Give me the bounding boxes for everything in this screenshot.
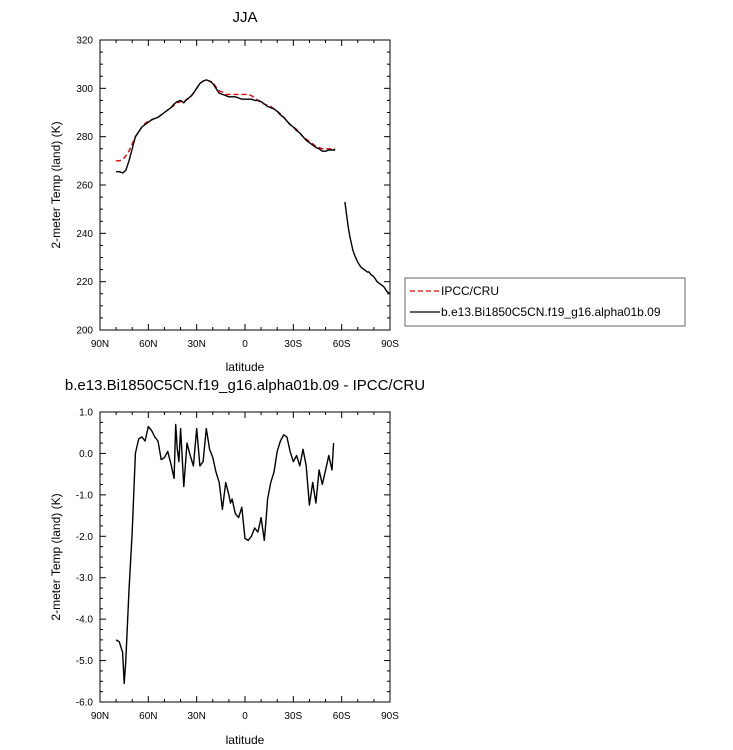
legend-entry-ipcc-cru: IPCC/CRU xyxy=(441,284,499,298)
top-chart-series-line-0 xyxy=(116,79,336,162)
top-chart-y-tick-label: 200 xyxy=(76,326,93,337)
top-chart-x-tick-label: 0 xyxy=(242,339,248,350)
top-chart: JJA 90N 60N 30N 0 30S 60S 90S 200 220 240 260 280 3… xyxy=(49,9,686,374)
top-chart-plot-frame xyxy=(99,39,391,331)
bottom-chart-y-axis-label: 2-meter Temp (land) (K) xyxy=(49,493,63,620)
bottom-chart-y-tick-label: -2.0 xyxy=(76,532,94,543)
bottom-chart-x-tick-label: 90N xyxy=(91,711,109,722)
bottom-chart-x-axis-label: latitude xyxy=(226,733,265,747)
top-chart-series-line-1 xyxy=(116,79,336,174)
top-chart-y-tick-label: 300 xyxy=(76,84,93,95)
bottom-chart-lines xyxy=(115,423,335,685)
top-chart-y-tick-label: 320 xyxy=(76,36,93,47)
bottom-chart-x-tick-labels: 90N 60N 30N 0 30S 60S 90S xyxy=(91,711,399,722)
bottom-chart-plot-frame xyxy=(99,411,391,703)
bottom-chart-y-tick-labels: -6.0 -5.0 -4.0 -3.0 -2.0 -1.0 0.0 1.0 xyxy=(76,408,94,709)
top-chart-y-tick-label: 240 xyxy=(76,229,93,240)
top-chart-lines xyxy=(116,79,391,295)
bottom-chart-y-tick-label: -5.0 xyxy=(76,656,94,667)
legend-box xyxy=(404,277,686,327)
top-chart-x-tick-labels: 90N 60N 30N 0 30S 60S 90S xyxy=(91,339,399,350)
top-chart-x-tick-label: 90S xyxy=(381,339,399,350)
bottom-chart-y-tick-label: -6.0 xyxy=(76,698,94,709)
top-chart-y-axis-label: 2-meter Temp (land) (K) xyxy=(49,121,63,248)
top-chart-x-tick-label: 30N xyxy=(187,339,205,350)
bottom-chart-y-tick-label: -3.0 xyxy=(76,573,94,584)
top-chart-y-tick-label: 280 xyxy=(76,132,93,143)
top-chart-series-line-2 xyxy=(344,201,391,295)
bottom-chart-y-tick-label: 1.0 xyxy=(79,408,93,419)
bottom-chart-y-tick-label: -4.0 xyxy=(76,615,94,626)
bottom-chart: b.e13.Bi1850C5CN.f19_g16.alpha01b.09 - I… xyxy=(49,377,425,747)
bottom-chart-x-tick-label: 90S xyxy=(381,711,399,722)
bottom-chart-x-tick-label: 60N xyxy=(139,711,157,722)
top-chart-y-tick-labels: 200 220 240 260 280 300 320 xyxy=(76,36,93,337)
legend-entry-model: b.e13.Bi1850C5CN.f19_g16.alpha01b.09 xyxy=(441,305,661,319)
top-chart-x-tick-label: 60N xyxy=(139,339,157,350)
bottom-chart-x-tick-label: 60S xyxy=(333,711,351,722)
top-chart-x-tick-label: 60S xyxy=(333,339,351,350)
top-chart-x-tick-label: 90N xyxy=(91,339,109,350)
top-chart-y-tick-label: 260 xyxy=(76,181,93,192)
top-chart-y-tick-label: 220 xyxy=(76,277,93,288)
top-chart-x-tick-label: 30S xyxy=(284,339,302,350)
bottom-chart-x-tick-label: 0 xyxy=(242,711,248,722)
bottom-chart-y-tick-label: -1.0 xyxy=(76,490,94,501)
bottom-chart-x-tick-label: 30N xyxy=(187,711,205,722)
bottom-chart-y-tick-label: 0.0 xyxy=(79,449,93,460)
bottom-chart-x-tick-label: 30S xyxy=(284,711,302,722)
top-chart-legend: IPCC/CRU b.e13.Bi1850C5CN.f19_g16.alpha0… xyxy=(404,277,686,327)
top-chart-title: JJA xyxy=(232,9,257,26)
bottom-chart-title: b.e13.Bi1850C5CN.f19_g16.alpha01b.09 - I… xyxy=(65,377,425,394)
top-chart-x-axis-label: latitude xyxy=(226,360,265,374)
bottom-chart-series-line-0 xyxy=(115,423,335,685)
top-chart-ticks xyxy=(99,39,391,331)
bottom-chart-ticks xyxy=(99,411,391,703)
